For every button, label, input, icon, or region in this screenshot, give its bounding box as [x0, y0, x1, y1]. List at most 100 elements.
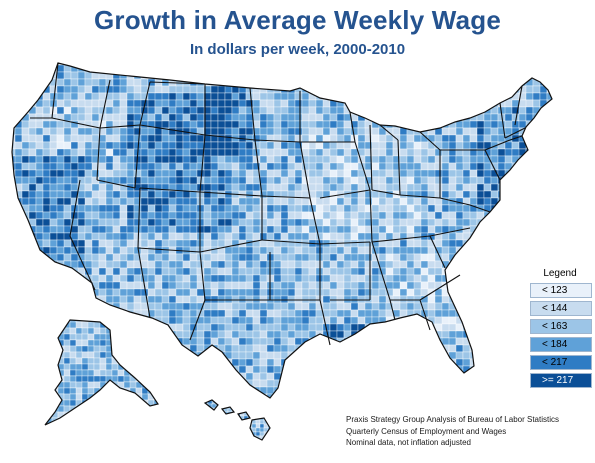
county-cell — [280, 64, 296, 73]
county-cell — [147, 99, 156, 108]
county-cell — [427, 63, 436, 66]
county-cell — [378, 309, 387, 318]
county-cell — [406, 134, 415, 143]
county-cell — [35, 302, 44, 311]
county-cell — [215, 415, 221, 421]
county-cell — [511, 309, 520, 318]
county-cell — [392, 141, 401, 150]
county-cell — [280, 176, 289, 185]
county-cell — [92, 401, 106, 408]
county-cell — [406, 63, 415, 66]
county-cell — [21, 253, 37, 262]
county-cell — [112, 63, 128, 66]
county-cell — [371, 351, 387, 360]
county-cell — [546, 63, 552, 66]
county-cell — [462, 239, 471, 248]
county-cell — [504, 393, 513, 398]
county-cell — [133, 330, 142, 339]
county-cell — [336, 365, 345, 374]
county-cell — [315, 162, 324, 171]
county-cell — [294, 162, 303, 171]
county-cell — [245, 92, 254, 101]
county-cell — [182, 386, 191, 395]
county-cell — [238, 393, 247, 398]
state-border — [149, 81, 206, 85]
county-cell — [63, 345, 71, 353]
county-cell — [161, 253, 170, 262]
county-cell — [224, 113, 233, 122]
county-cell — [196, 372, 205, 381]
county-cell — [239, 423, 249, 429]
county-cell — [35, 316, 51, 325]
county-cell — [406, 351, 415, 360]
county-cell — [245, 239, 254, 248]
county-cell — [294, 183, 303, 192]
county-cell — [245, 330, 254, 339]
county-cell — [483, 232, 492, 241]
county-cell — [99, 351, 107, 359]
county-cell — [56, 120, 65, 129]
county-cell — [308, 211, 317, 220]
county-cell — [154, 379, 163, 388]
county-cell — [105, 386, 114, 395]
county-cell — [287, 393, 296, 398]
county-cell — [235, 400, 241, 405]
county-cell — [343, 169, 352, 178]
county-cell — [227, 435, 237, 440]
county-cell — [160, 418, 166, 424]
county-cell — [294, 120, 303, 129]
county-cell — [364, 71, 373, 80]
county-cell — [462, 386, 471, 395]
county-cell — [140, 169, 149, 178]
county-cell — [371, 63, 380, 66]
county-cell — [364, 386, 373, 395]
county-cell — [273, 78, 282, 87]
county-cell — [476, 351, 485, 360]
county-cell — [224, 211, 233, 220]
county-cell — [301, 246, 310, 255]
county-cell — [539, 113, 548, 122]
county-cell — [112, 295, 121, 304]
county-cell — [322, 302, 331, 311]
county-cell — [175, 351, 191, 360]
county-cell — [455, 71, 464, 80]
county-cell — [406, 99, 415, 108]
county-cell — [315, 134, 324, 143]
county-cell — [231, 288, 240, 297]
state-border — [199, 191, 263, 197]
county-cell — [483, 267, 492, 276]
county-cell — [546, 225, 552, 234]
county-cell — [69, 423, 83, 425]
county-cell — [75, 387, 83, 395]
county-cell — [343, 63, 352, 66]
county-cell — [112, 148, 121, 157]
county-cell — [141, 327, 149, 335]
county-cell — [266, 351, 275, 360]
county-cell — [112, 309, 128, 318]
county-cell — [217, 71, 226, 80]
county-cell — [343, 309, 352, 318]
county-cell — [427, 351, 443, 360]
county-cell — [294, 260, 303, 269]
county-cell — [63, 399, 71, 407]
county-cell — [462, 155, 471, 164]
county-cell — [329, 365, 338, 374]
county-cell — [87, 357, 95, 365]
county-cell — [385, 85, 394, 94]
county-cell — [280, 267, 289, 276]
county-cell — [420, 113, 429, 122]
county-cell — [287, 337, 296, 346]
county-cell — [69, 327, 77, 335]
county-cell — [518, 204, 534, 213]
county-cell — [126, 232, 135, 241]
county-cell — [42, 274, 58, 283]
county-cell — [112, 316, 121, 325]
county-cell — [99, 333, 107, 341]
county-cell — [518, 365, 527, 374]
county-cell — [238, 78, 254, 87]
county-cell — [378, 71, 394, 80]
county-cell — [154, 64, 170, 73]
county-cell — [336, 379, 345, 388]
state-border — [261, 195, 311, 199]
county-cell — [497, 85, 506, 94]
